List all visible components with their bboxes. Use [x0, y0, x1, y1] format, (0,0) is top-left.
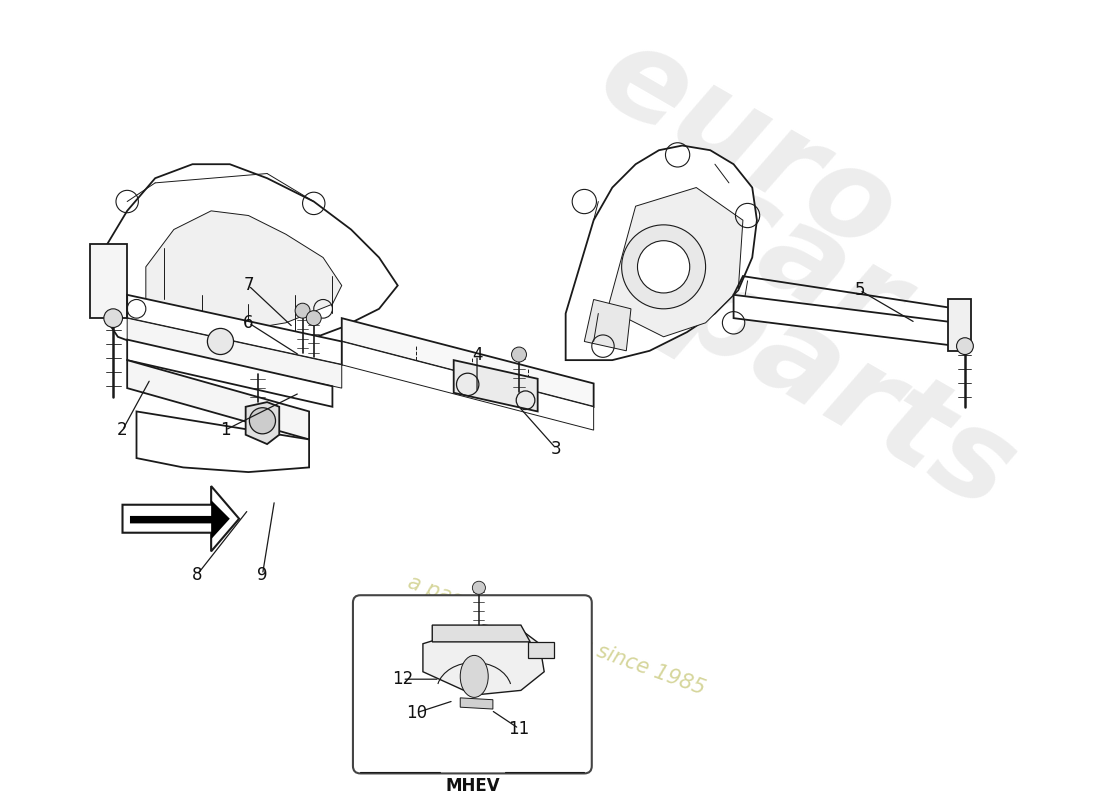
Text: 2: 2 [118, 421, 128, 439]
Polygon shape [432, 625, 530, 642]
Circle shape [621, 225, 705, 309]
Text: parts: parts [656, 243, 1036, 533]
Circle shape [512, 347, 527, 362]
Text: 12: 12 [392, 670, 412, 688]
Text: 7: 7 [243, 277, 254, 294]
Text: a passion for parts since 1985: a passion for parts since 1985 [405, 572, 707, 698]
Polygon shape [128, 295, 342, 365]
Text: 8: 8 [191, 566, 202, 584]
Circle shape [638, 241, 690, 293]
Text: 4: 4 [472, 346, 482, 365]
Text: MHEV: MHEV [446, 777, 499, 795]
FancyBboxPatch shape [353, 595, 592, 774]
Polygon shape [128, 318, 342, 388]
Circle shape [208, 329, 233, 354]
Polygon shape [136, 411, 309, 472]
Polygon shape [90, 243, 128, 318]
Polygon shape [128, 360, 309, 439]
Polygon shape [128, 340, 332, 406]
Circle shape [472, 582, 485, 594]
Polygon shape [122, 486, 239, 551]
Polygon shape [460, 698, 493, 709]
Polygon shape [342, 318, 594, 406]
Text: 3: 3 [551, 440, 562, 458]
Polygon shape [422, 625, 544, 695]
Text: 6: 6 [243, 314, 254, 332]
Text: 1: 1 [220, 421, 230, 439]
Polygon shape [584, 299, 631, 350]
Polygon shape [948, 299, 971, 350]
Polygon shape [607, 187, 742, 337]
Polygon shape [245, 402, 279, 444]
Text: euro: euro [579, 13, 917, 278]
Polygon shape [528, 642, 553, 658]
Polygon shape [99, 164, 398, 355]
Circle shape [250, 408, 275, 434]
Circle shape [957, 338, 974, 354]
Text: 9: 9 [257, 566, 267, 584]
Polygon shape [146, 211, 342, 332]
Text: 5: 5 [855, 281, 865, 299]
Polygon shape [453, 360, 538, 411]
Circle shape [295, 303, 310, 318]
Circle shape [306, 310, 321, 326]
Text: 10: 10 [406, 704, 427, 722]
Polygon shape [565, 146, 757, 360]
Text: car: car [673, 154, 924, 370]
Circle shape [103, 309, 122, 327]
Ellipse shape [460, 655, 488, 698]
Polygon shape [342, 342, 594, 430]
Polygon shape [734, 295, 957, 346]
Polygon shape [130, 500, 230, 539]
Text: 11: 11 [508, 720, 529, 738]
